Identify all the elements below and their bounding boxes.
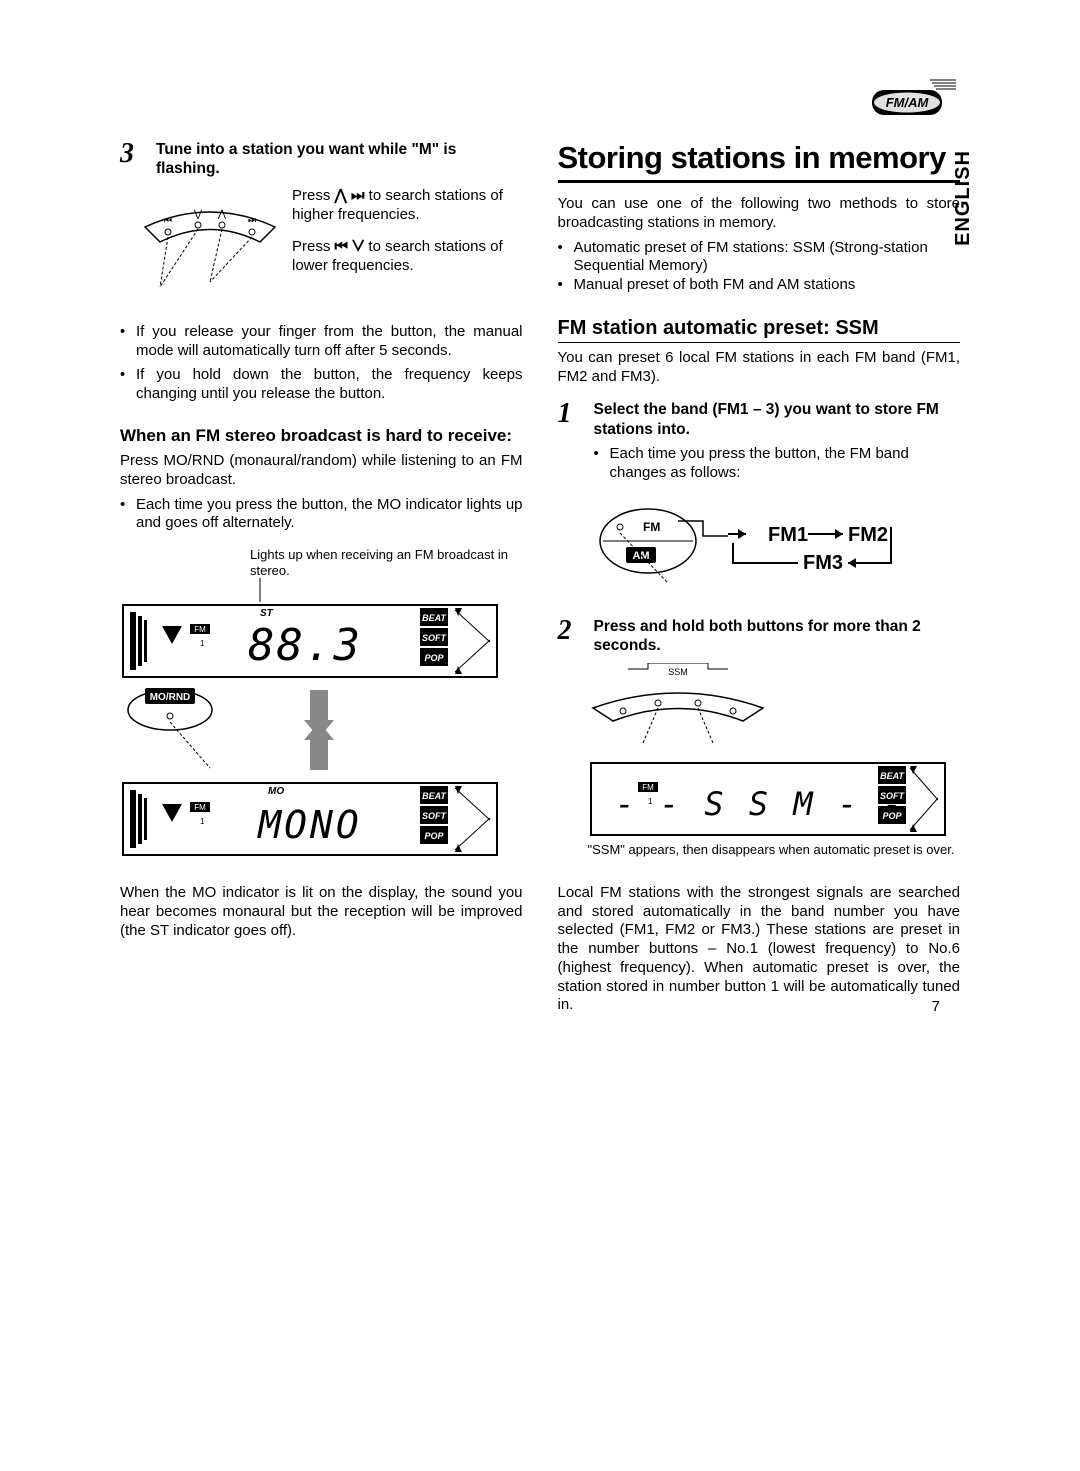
page-number: 7 <box>932 998 940 1015</box>
ssm-p2: Local FM stations with the strongest sig… <box>558 884 961 1015</box>
mornd-label: MO/RND <box>150 692 191 703</box>
svg-text:POP: POP <box>424 653 444 663</box>
ssm-buttons-figure: SSM <box>588 663 961 748</box>
svg-text:⋀: ⋀ <box>217 209 227 220</box>
up-icon: ⋀ ⏭ <box>335 187 365 204</box>
mono-display: MONO <box>256 803 362 847</box>
svg-text:POP: POP <box>882 811 902 821</box>
ssm-p1: You can preset 6 local FM stations in ea… <box>558 349 961 387</box>
ssm-display-figure: FM 1 - - S S M - - BEAT SOFT POP "SSM" a… <box>588 760 961 858</box>
ssm-buttons-diagram: SSM <box>588 663 808 748</box>
language-tab: ENGLISH <box>952 150 975 246</box>
svg-text:SOFT: SOFT <box>422 633 448 643</box>
ssm-caption: "SSM" appears, then disappears when auto… <box>588 842 961 858</box>
band-cycle-figure: FM AM FM1 FM2 FM3 <box>588 491 961 591</box>
fm-am-badge: FM/AM <box>870 78 960 118</box>
step1-heading: Select the band (FM1 – 3) you want to st… <box>594 400 961 439</box>
svg-text:⏮: ⏮ <box>164 215 172 225</box>
down-icon: ⏮ ⋁ <box>335 238 365 255</box>
ssm-display-text: - - S S M - - <box>615 785 904 823</box>
stereo-caption: Lights up when receiving an FM broadcast… <box>250 547 523 578</box>
fm-indicator-2: FM <box>194 803 206 812</box>
tune-buttons-diagram: ⏮ ⋁ ⋀ ⏭ <box>140 187 280 297</box>
press-high-text: Press ⋀ ⏭ to search stations of higher f… <box>292 187 523 225</box>
tune-buttons-figure: ⏮ ⋁ ⋀ ⏭ Press ⋀ ⏭ to search s <box>140 187 523 297</box>
step-number: 2 <box>558 617 584 656</box>
st-indicator: ST <box>260 608 274 619</box>
freq-display: 88.3 <box>248 620 362 671</box>
mo-indicator: MO <box>268 786 284 797</box>
step-3: 3 Tune into a station you want while "M"… <box>120 140 523 179</box>
content-columns: 3 Tune into a station you want while "M"… <box>120 140 960 1015</box>
press-low-text: Press ⏮ ⋁ to search stations of lower fr… <box>292 238 523 276</box>
am-button-label: AM <box>632 550 649 562</box>
pointer-line <box>250 578 270 602</box>
manual-page: FM/AM ENGLISH 3 Tune into a station you … <box>0 0 1080 1075</box>
step2-heading: Press and hold both buttons for more tha… <box>594 617 961 656</box>
svg-text:BEAT: BEAT <box>422 613 447 623</box>
svg-text:POP: POP <box>424 831 444 841</box>
stereo-p2: When the MO indicator is lit on the disp… <box>120 884 523 940</box>
ssm-step1: 1 Select the band (FM1 – 3) you want to … <box>558 400 961 482</box>
lcd-display-ssm: FM 1 - - S S M - - BEAT SOFT POP <box>588 760 948 838</box>
svg-text:FM/AM: FM/AM <box>886 95 930 110</box>
svg-text:SOFT: SOFT <box>880 791 906 801</box>
svg-text:BEAT: BEAT <box>880 771 905 781</box>
step1-bullet: •Each time you press the button, the FM … <box>594 445 961 483</box>
step-number: 3 <box>120 140 146 179</box>
step-heading: Tune into a station you want while "M" i… <box>156 140 523 179</box>
step3-bullet1: •If you release your finger from the but… <box>120 323 523 361</box>
svg-text:⏭: ⏭ <box>248 215 256 225</box>
fm-am-badge-svg: FM/AM <box>870 78 960 118</box>
right-column: Storing stations in memory You can use o… <box>558 140 961 1015</box>
ssm-step2: 2 Press and hold both buttons for more t… <box>558 617 961 656</box>
lcd-display-883: FM 1 ST 88.3 BEAT SOFT POP <box>120 602 500 680</box>
fm3-label: FM3 <box>803 552 843 574</box>
ssm-heading: FM station automatic preset: SSM <box>558 317 961 343</box>
step3-bullet2: •If you hold down the button, the freque… <box>120 366 523 404</box>
left-column: 3 Tune into a station you want while "M"… <box>120 140 523 1015</box>
storing-title: Storing stations in memory <box>558 140 961 183</box>
svg-text:BEAT: BEAT <box>422 791 447 801</box>
ssm-bracket-label: SSM <box>668 667 688 677</box>
fm1-label: FM1 <box>768 524 808 546</box>
stereo-p1: Press MO/RND (monaural/random) while lis… <box>120 452 523 490</box>
press-low-prefix: Press <box>292 238 335 255</box>
lcd-display-mono: " FM 1 MO MONO BEAT SOFT POP <box>120 780 500 858</box>
stereo-display-figure: Lights up when receiving an FM broadcast… <box>120 547 523 858</box>
fm2-label: FM2 <box>848 524 888 546</box>
svg-text:1: 1 <box>200 817 205 826</box>
stereo-heading: When an FM stereo broadcast is hard to r… <box>120 426 523 446</box>
storing-intro: You can use one of the following two met… <box>558 195 961 233</box>
tune-caption-block: Press ⋀ ⏭ to search stations of higher f… <box>292 187 523 276</box>
fm-button-label: FM <box>643 520 660 534</box>
mornd-button-figure: MO/RND <box>120 680 500 780</box>
svg-text:1: 1 <box>200 639 205 648</box>
storing-bullet1: •Automatic preset of FM stations: SSM (S… <box>558 239 961 277</box>
step1-content: Select the band (FM1 – 3) you want to st… <box>594 400 961 482</box>
svg-text:SOFT: SOFT <box>422 811 448 821</box>
svg-text:⋁: ⋁ <box>193 209 203 220</box>
band-cycle-diagram: FM AM FM1 FM2 FM3 <box>588 491 938 591</box>
fm-indicator: FM <box>194 625 206 634</box>
press-high-prefix: Press <box>292 187 335 204</box>
storing-bullet2: •Manual preset of both FM and AM station… <box>558 276 961 295</box>
step-number: 1 <box>558 400 584 482</box>
stereo-bullet: •Each time you press the button, the MO … <box>120 496 523 534</box>
